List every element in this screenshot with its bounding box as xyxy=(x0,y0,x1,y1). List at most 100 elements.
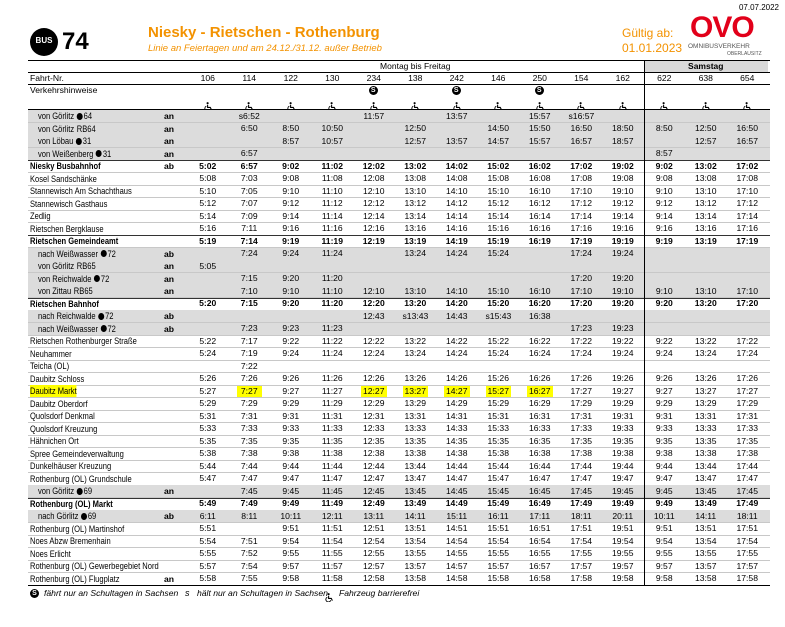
stop-text: Quolsdorf Kreuzung xyxy=(30,423,98,434)
trip-number: 138 xyxy=(408,73,423,83)
time: 15:19 xyxy=(487,235,510,246)
bus-icon xyxy=(80,512,87,520)
time: 15:45 xyxy=(487,485,509,496)
time: 11:44 xyxy=(321,460,343,471)
stop-name: Teicha (OL) xyxy=(30,360,69,373)
time: 7:09 xyxy=(240,210,258,221)
row-line xyxy=(28,147,770,148)
time: 13:47 xyxy=(404,473,426,483)
time: 5:38 xyxy=(199,448,217,458)
trip-number: 638 xyxy=(698,73,713,83)
time: 17:16 xyxy=(736,223,758,233)
time: 7:03 xyxy=(240,173,258,183)
time: 8:11 xyxy=(241,510,258,521)
time: 19:19 xyxy=(611,235,634,246)
time: 16:10 xyxy=(528,185,551,196)
time: 7:14 xyxy=(240,235,258,246)
time: 14:57 xyxy=(445,560,468,571)
time: 19:29 xyxy=(611,398,634,408)
time: 6:11 xyxy=(199,510,216,521)
time: 13:10 xyxy=(404,285,426,296)
time: 10:11 xyxy=(653,510,675,521)
time: 9:45 xyxy=(282,485,300,496)
time: 9:19 xyxy=(282,235,300,246)
time: 9:27 xyxy=(655,385,673,396)
time: 15:44 xyxy=(487,460,509,471)
time: 17:58 xyxy=(570,573,592,583)
wheelchair-icon xyxy=(328,98,337,112)
time: 15:57 xyxy=(487,560,509,571)
time: 17:51 xyxy=(736,523,758,533)
connection-bg xyxy=(28,135,770,148)
time: 5:24 xyxy=(199,348,217,358)
time: 11:54 xyxy=(321,535,343,546)
time: 17:11 xyxy=(529,510,551,521)
time: 17:44 xyxy=(736,460,758,471)
time: 11:45 xyxy=(321,485,343,496)
wheelchair-icon xyxy=(453,98,462,112)
time: 14:45 xyxy=(445,485,468,496)
time: 7:27 xyxy=(236,385,262,397)
row-line xyxy=(28,184,770,185)
time: 18:11 xyxy=(570,510,592,521)
time: 8:50 xyxy=(655,123,673,133)
row-line xyxy=(28,235,770,236)
time: 12:57 xyxy=(362,560,385,571)
legend-symbol: S xyxy=(30,589,39,598)
time: 13:44 xyxy=(694,460,717,471)
stop-text: nach Görlitz xyxy=(38,511,79,521)
time: 15:20 xyxy=(487,298,510,308)
time: 7:35 xyxy=(240,435,258,446)
time: 5:19 xyxy=(199,235,217,246)
time: 5:31 xyxy=(199,410,217,421)
time: 17:27 xyxy=(570,385,592,396)
stop-text: Rothenburg (OL) Flugplatz xyxy=(30,573,120,584)
time: 17:35 xyxy=(736,435,758,446)
time: 7:10 xyxy=(240,285,258,296)
time: 9:12 xyxy=(282,198,300,208)
time: 9:24 xyxy=(282,248,300,258)
arr-dep: ab xyxy=(164,248,175,259)
wheelchair-icon xyxy=(577,98,586,112)
time: 19:31 xyxy=(611,410,634,421)
time: 13:10 xyxy=(404,185,426,196)
time: 13:24 xyxy=(694,348,717,358)
print-date: 07.07.2022 xyxy=(738,3,779,12)
row-line xyxy=(28,372,770,373)
row-line xyxy=(28,497,770,498)
trip-number: 154 xyxy=(574,73,589,83)
time: 15:57 xyxy=(528,135,551,146)
stop-name: Daubitz Markt xyxy=(30,385,77,398)
arr-dep: an xyxy=(164,123,175,134)
stop-name: nach Reichwalde 72 xyxy=(38,310,114,323)
time: 16:11 xyxy=(487,510,509,521)
stop-name: von Görlitz RB64 xyxy=(38,123,96,136)
stop-text: von Görlitz xyxy=(38,111,75,121)
time: 9:54 xyxy=(282,535,300,546)
time: 17:08 xyxy=(570,173,592,183)
time: 11:55 xyxy=(321,548,343,558)
time: 19:24 xyxy=(611,248,634,258)
stop-text: Rietschen Rothenburger Straße xyxy=(30,336,137,346)
trip-number: 130 xyxy=(325,73,340,83)
row-line xyxy=(28,409,770,410)
time: 13:38 xyxy=(694,448,717,458)
time: 16:58 xyxy=(528,573,551,583)
time: 14:20 xyxy=(445,298,468,308)
time: 9:16 xyxy=(655,223,673,233)
time: 19:58 xyxy=(611,573,634,583)
row-line xyxy=(28,497,770,499)
trip-number: 242 xyxy=(449,73,464,83)
time: 6:57 xyxy=(240,160,258,171)
time: 16:08 xyxy=(528,173,551,183)
line-ref: RB65 xyxy=(73,286,93,296)
time: 14:11 xyxy=(695,510,717,521)
time: 15:58 xyxy=(487,573,509,583)
row-line xyxy=(28,447,770,448)
school-symbol: S xyxy=(534,86,544,95)
time: 9:38 xyxy=(282,448,300,458)
time: 7:17 xyxy=(240,335,258,346)
time: 5:54 xyxy=(199,535,217,546)
time: 17:16 xyxy=(570,223,592,233)
time: 14:26 xyxy=(445,373,468,383)
